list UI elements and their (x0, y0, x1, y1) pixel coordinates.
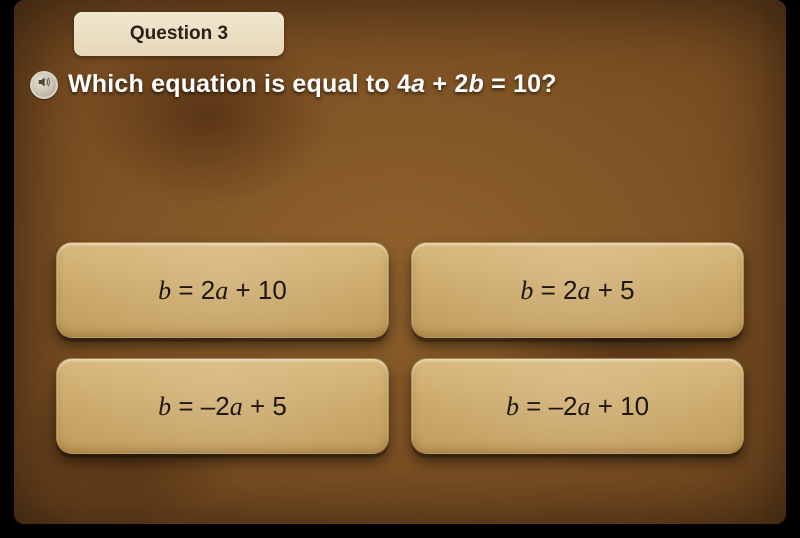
quiz-stage: Question 3 Which equation is equal to 4a… (0, 0, 800, 538)
answer-text: b = –2a + 5 (158, 391, 287, 422)
question-prompt: Which equation is equal to 4a + 2b = 10? (68, 70, 557, 99)
prompt-expr-4: = 10? (484, 70, 557, 98)
answer-option-1[interactable]: b = 2a + 10 (56, 242, 389, 338)
prompt-expr-0: 4 (397, 70, 411, 98)
answer-option-2[interactable]: b = 2a + 5 (411, 242, 744, 338)
answer-text: b = 2a + 10 (158, 275, 287, 306)
prompt-row: Which equation is equal to 4a + 2b = 10? (30, 70, 770, 99)
answer-grid: b = 2a + 10 b = 2a + 5 b = –2a + 5 b = –… (56, 242, 744, 454)
answer-text: b = 2a + 5 (520, 275, 634, 306)
prompt-expr-2: + 2 (425, 70, 468, 98)
prompt-expr-var-a: a (411, 70, 425, 98)
speaker-icon (36, 74, 52, 95)
answer-option-4[interactable]: b = –2a + 10 (411, 358, 744, 454)
answer-option-3[interactable]: b = –2a + 5 (56, 358, 389, 454)
answer-text: b = –2a + 10 (506, 391, 649, 422)
play-audio-button[interactable] (30, 71, 58, 99)
prompt-expr-var-b: b (468, 70, 483, 98)
question-number-label: Question 3 (130, 23, 228, 45)
prompt-lead: Which equation is equal to (68, 70, 397, 98)
question-number-tab: Question 3 (74, 12, 284, 56)
